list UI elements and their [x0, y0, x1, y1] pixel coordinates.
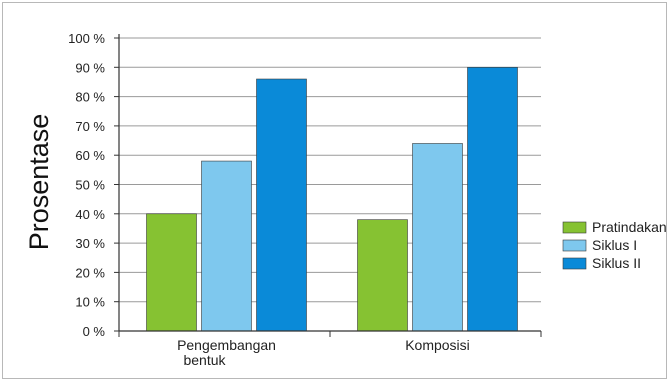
y-tick-label: 20 %	[75, 265, 105, 280]
bar-siklus-ii-cat1	[467, 67, 518, 332]
y-tick-label: 100 %	[68, 31, 105, 46]
bar-chart: 0 % 10 % 20 % 30 % 40 % 50 % 60 % 70 % 80 % 90 % 1…	[24, 31, 666, 368]
x-category-label: Pengembangan bentuk	[177, 337, 276, 368]
y-axis-tick-labels: 0 % 10 % 20 % 30 % 40 % 50 % 60 % 70 % 80 % 90 % 1…	[68, 31, 119, 339]
y-tick-label: 50 %	[75, 178, 105, 193]
x-axis-category-labels: Pengembangan bentuk Komposisi	[177, 337, 470, 368]
y-tick-label: 0 %	[83, 324, 106, 339]
legend-swatch-siklus-ii	[562, 257, 587, 270]
bar-pratindakan-cat0	[146, 213, 197, 332]
legend-swatch-siklus-i	[562, 239, 587, 252]
x-category-label-line: Pengembangan	[177, 337, 276, 353]
y-tick-label: 90 %	[75, 60, 105, 75]
legend-label: Siklus II	[592, 255, 641, 271]
legend-label: Siklus I	[592, 237, 637, 253]
bar-siklus-ii-cat0	[256, 78, 307, 332]
x-category-label-line: Komposisi	[405, 337, 470, 353]
legend-swatch-pratindakan	[562, 221, 587, 234]
y-tick-label: 70 %	[75, 119, 105, 134]
y-tick-label: 60 %	[75, 148, 105, 163]
bar-siklus-i-cat1	[412, 143, 463, 332]
x-category-label-line: bentuk	[183, 352, 226, 368]
x-category-label: Komposisi	[405, 337, 470, 353]
y-tick-label: 80 %	[75, 90, 105, 105]
bar-pratindakan-cat1	[357, 219, 408, 332]
y-axis-label: Prosentase	[24, 114, 54, 251]
legend-label: Pratindakan	[592, 219, 666, 235]
y-tick-label: 30 %	[75, 236, 105, 251]
axes	[118, 34, 542, 337]
bars	[146, 67, 518, 332]
y-tick-label: 10 %	[75, 295, 105, 310]
bar-siklus-i-cat0	[201, 160, 252, 332]
legend: Pratindakan Siklus I Siklus II	[562, 219, 666, 271]
y-tick-label: 40 %	[75, 207, 105, 222]
